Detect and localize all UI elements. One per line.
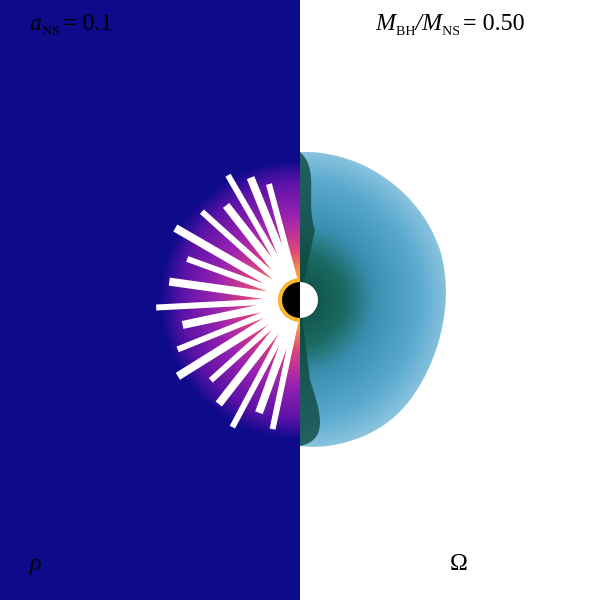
velocity-arrow	[255, 319, 297, 415]
velocity-arrow	[222, 202, 290, 286]
velocity-arrow	[168, 277, 279, 301]
black-hole-left	[282, 282, 300, 318]
velocity-arrows	[156, 173, 299, 430]
velocity-arrow	[269, 320, 299, 430]
velocity-arrow	[156, 298, 279, 311]
right-quantity: Ω	[450, 550, 468, 576]
right-label: MBH/MNS = 0.50	[375, 10, 525, 39]
velocity-arrow	[176, 305, 281, 353]
velocity-arrow	[186, 256, 281, 296]
velocity-arrow	[199, 209, 286, 288]
black-hole-right	[300, 282, 318, 318]
angular-velocity-disk	[300, 151, 446, 447]
velocity-arrow	[173, 224, 283, 293]
velocity-arrow	[208, 312, 286, 383]
velocity-arrow	[225, 173, 292, 283]
velocity-arrow	[266, 183, 298, 280]
velocity-arrow	[181, 300, 280, 329]
left-quantity: ρ	[29, 550, 42, 576]
velocity-arrow	[229, 318, 293, 429]
velocity-arrow	[246, 176, 296, 282]
omega-edge	[300, 152, 320, 446]
left-label: aNS = 0.1	[30, 10, 112, 39]
velocity-arrow	[215, 314, 290, 407]
velocity-arrow	[175, 308, 284, 380]
